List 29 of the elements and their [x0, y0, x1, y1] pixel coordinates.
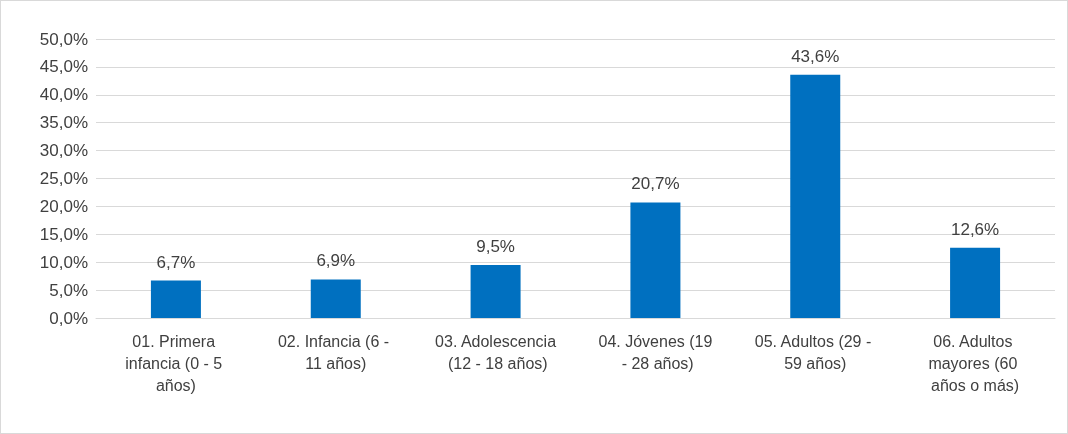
x-tick-label: 03. Adolescencia (12 - 18 años)	[435, 332, 557, 372]
y-tick-label: 30,0%	[39, 141, 88, 161]
data-label: 12,6%	[950, 219, 1000, 239]
y-tick-label: 5,0%	[49, 280, 88, 300]
y-tick-label: 15,0%	[39, 224, 88, 244]
bar	[790, 74, 841, 318]
x-tick-label: 05. Adultos (29 - 59 años)	[754, 332, 876, 372]
bar	[150, 280, 201, 318]
data-label: 6,9%	[316, 251, 356, 271]
x-tick-label: 02. Infancia (6 - 11 años)	[277, 332, 394, 372]
bar	[950, 247, 1001, 318]
y-tick-label: 50,0%	[39, 29, 88, 49]
data-label: 43,6%	[791, 46, 840, 66]
data-label: 6,7%	[156, 252, 196, 272]
y-tick-label: 20,0%	[39, 196, 88, 216]
bar	[310, 279, 361, 318]
y-tick-label: 35,0%	[39, 113, 88, 133]
data-label: 9,5%	[476, 236, 515, 256]
x-tick-label: 06. Adultos mayores (60 años o más)	[928, 332, 1022, 394]
x-tick-label: 04. Jóvenes (19 - 28 años)	[598, 332, 713, 372]
bar	[630, 202, 681, 318]
data-label: 20,7%	[631, 174, 680, 194]
y-tick-label: 40,0%	[39, 85, 88, 105]
bar	[470, 264, 521, 318]
y-tick-label: 10,0%	[39, 252, 88, 272]
y-tick-label: 45,0%	[39, 57, 88, 77]
y-tick-label: 0,0%	[49, 308, 88, 328]
x-tick-label: 01. Primera infancia (0 - 5 años)	[125, 332, 227, 394]
y-tick-label: 25,0%	[39, 169, 88, 188]
